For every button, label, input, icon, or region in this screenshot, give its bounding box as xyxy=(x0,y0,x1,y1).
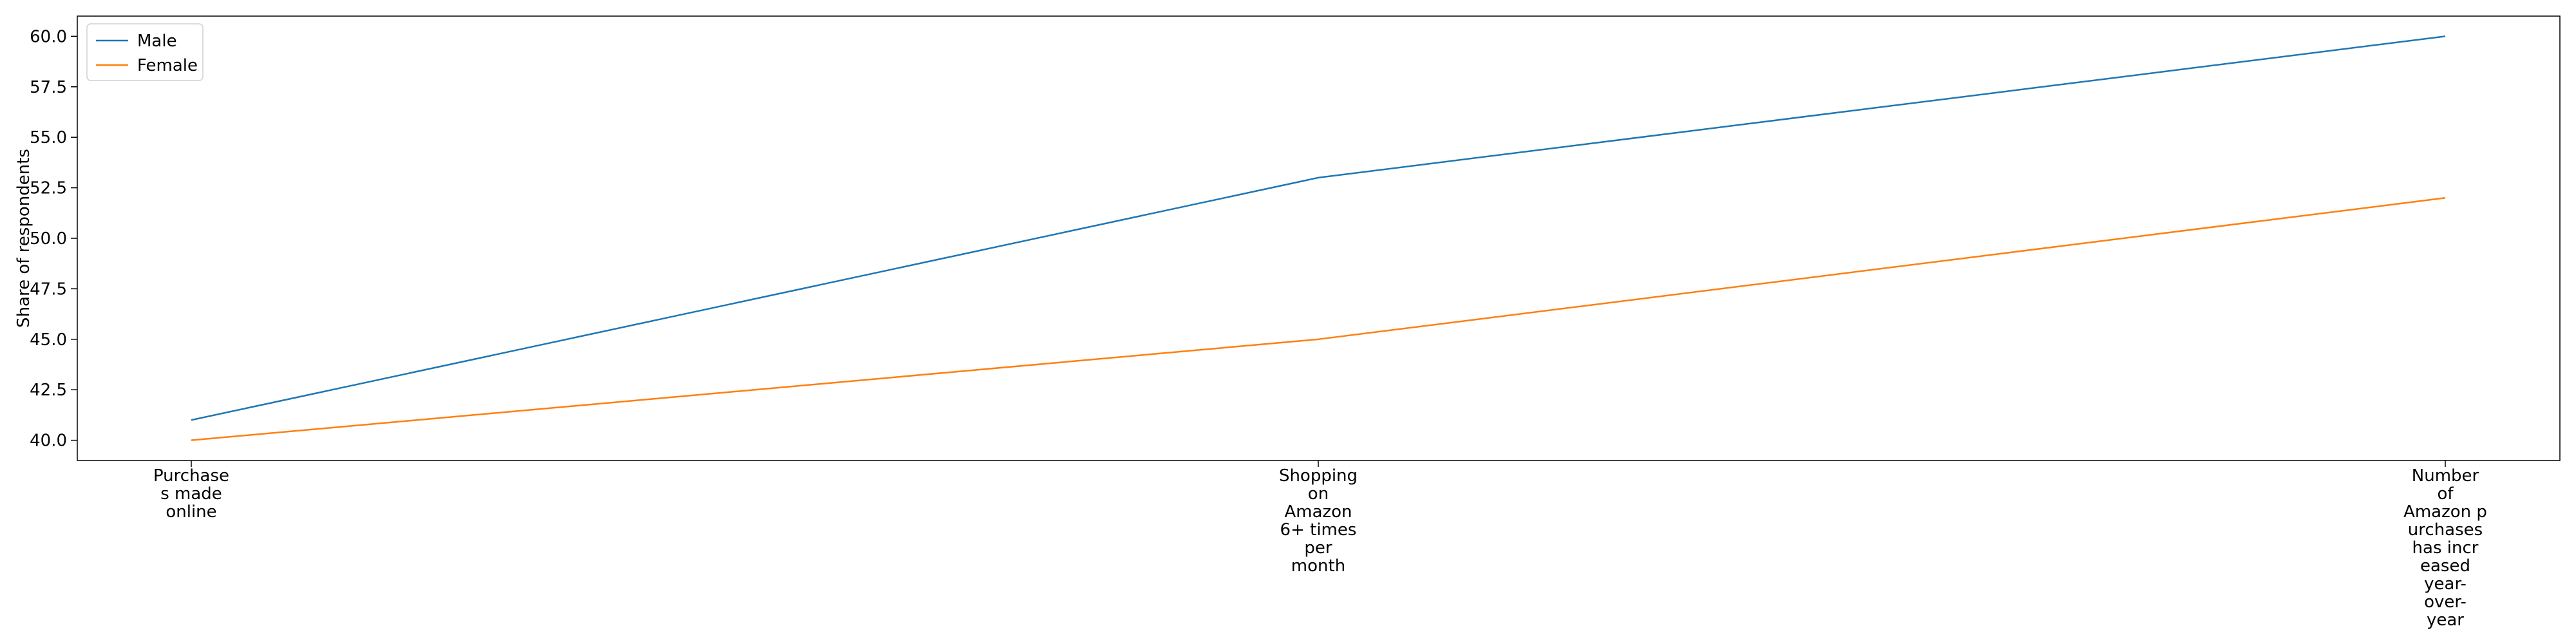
legend-label: Male xyxy=(137,32,177,51)
x-tick-label: Purchase s made online xyxy=(153,466,229,522)
y-tick-label: 47.5 xyxy=(30,279,67,299)
y-tick-label: 52.5 xyxy=(30,179,67,198)
legend-label: Female xyxy=(137,56,198,75)
legend: Male Female xyxy=(87,24,203,80)
y-tick-label: 40.0 xyxy=(30,431,67,451)
x-tick-label: Number of Amazon p urchases has incr eased yea… xyxy=(2403,466,2487,630)
y-tick-label: 45.0 xyxy=(30,330,67,350)
y-tick-label: 42.5 xyxy=(30,381,67,400)
y-tick-label: 60.0 xyxy=(30,27,67,46)
y-axis-label: Share of respondents xyxy=(14,149,33,328)
y-tick-label: 50.0 xyxy=(30,229,67,249)
x-axis: Purchase s made online Shopping on Amazon 6+ t… xyxy=(153,460,2487,630)
x-tick-label: Shopping on Amazon 6+ times per month xyxy=(1279,466,1358,576)
plot-area-frame xyxy=(77,16,2560,460)
y-axis: 40.0 42.5 45.0 47.5 50.0 52.5 55.0 57.5 60.0 xyxy=(30,27,77,450)
y-tick-label: 55.0 xyxy=(30,128,67,147)
y-tick-label: 57.5 xyxy=(30,78,67,97)
